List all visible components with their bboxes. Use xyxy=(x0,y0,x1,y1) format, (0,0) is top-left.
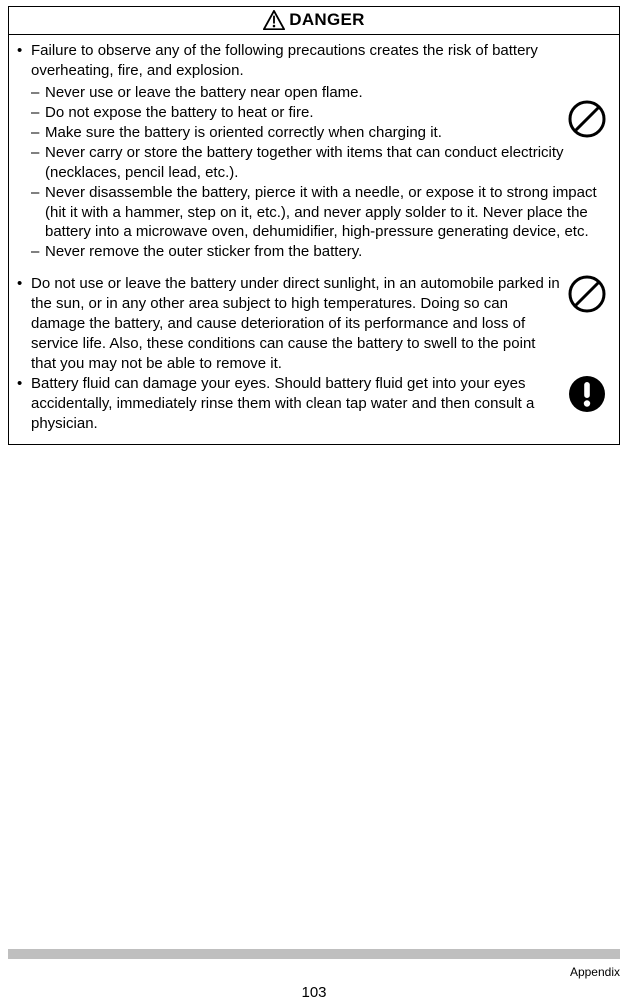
bullet-item: • Do not use or leave the battery under … xyxy=(17,274,611,374)
bullet-marker: • xyxy=(17,374,31,434)
sub-text: Never disassemble the battery, pierce it… xyxy=(45,183,611,243)
prohibit-icon xyxy=(567,99,607,139)
bullet-text: Do not use or leave the battery under di… xyxy=(31,274,611,374)
danger-body: • Failure to observe any of the followin… xyxy=(9,35,619,444)
sub-text: Never use or leave the battery near open… xyxy=(45,83,611,103)
warning-triangle-icon xyxy=(263,10,285,30)
danger-title: DANGER xyxy=(289,10,364,30)
page: DANGER • Failure to observe any of the f… xyxy=(0,0,628,1007)
bullet-item: • Failure to observe any of the followin… xyxy=(17,41,611,81)
sub-marker: – xyxy=(31,123,45,143)
sub-text: Never carry or store the battery togethe… xyxy=(45,143,611,183)
sub-marker: – xyxy=(31,242,45,262)
bullet-marker: • xyxy=(17,274,31,374)
precaution-group-1: • Do not use or leave the battery under … xyxy=(17,274,611,434)
bullet-text: Failure to observe any of the following … xyxy=(31,41,611,81)
mandatory-icon xyxy=(567,374,607,414)
sub-item: –Never use or leave the battery near ope… xyxy=(17,83,611,103)
sub-text: Make sure the battery is oriented correc… xyxy=(45,123,611,143)
sub-marker: – xyxy=(31,143,45,183)
page-number: 103 xyxy=(0,984,628,1001)
precaution-group-0: • Failure to observe any of the followin… xyxy=(17,41,611,262)
sub-list: –Never use or leave the battery near ope… xyxy=(17,83,611,262)
bullet-text: Battery fluid can damage your eyes. Shou… xyxy=(31,374,611,434)
sub-text: Do not expose the battery to heat or fir… xyxy=(45,103,611,123)
sub-item: –Never disassemble the battery, pierce i… xyxy=(17,183,611,243)
sub-item: –Make sure the battery is oriented corre… xyxy=(17,123,611,143)
prohibit-icon xyxy=(567,274,607,314)
bullet-marker: • xyxy=(17,41,31,81)
bullet-item: • Battery fluid can damage your eyes. Sh… xyxy=(17,374,611,434)
sub-item: –Do not expose the battery to heat or fi… xyxy=(17,103,611,123)
sub-text: Never remove the outer sticker from the … xyxy=(45,242,611,262)
sub-item: –Never carry or store the battery togeth… xyxy=(17,143,611,183)
sub-marker: – xyxy=(31,103,45,123)
danger-box: DANGER • Failure to observe any of the f… xyxy=(8,6,620,445)
sub-marker: – xyxy=(31,183,45,243)
sub-marker: – xyxy=(31,83,45,103)
footer-divider-bar xyxy=(8,949,620,959)
danger-header: DANGER xyxy=(9,7,619,35)
sub-item: –Never remove the outer sticker from the… xyxy=(17,242,611,262)
footer-section-label: Appendix xyxy=(570,965,620,979)
